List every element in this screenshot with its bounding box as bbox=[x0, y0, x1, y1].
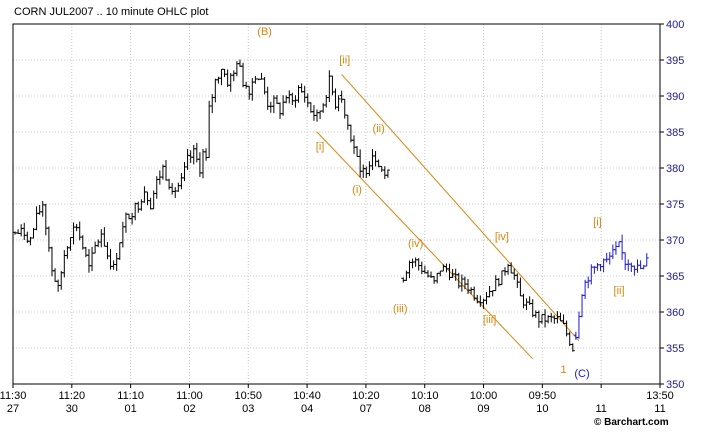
x-tick-date-label: 02 bbox=[183, 403, 195, 415]
wave-label: [i] bbox=[316, 141, 325, 153]
x-tick-time-label: 11:30 bbox=[0, 390, 26, 402]
wave-labels: (B) [ii] [i] (ii) (i) (iv) [iv] (iii) [iii] 1 (C) [… bbox=[257, 26, 624, 380]
x-tick-time-label: 11:00 bbox=[176, 390, 203, 402]
trend-line-upper bbox=[341, 74, 580, 342]
y-tick-label: 380 bbox=[666, 163, 684, 175]
x-tick-time-label: 10:10 bbox=[411, 390, 439, 402]
ohlc-bar bbox=[644, 253, 649, 267]
x-tick-time-label: 11:20 bbox=[58, 390, 85, 402]
x-tick-date-label: 09 bbox=[477, 403, 489, 415]
price-series-1 bbox=[339, 90, 390, 180]
trend-line-lower bbox=[316, 131, 534, 360]
y-tick-label: 350 bbox=[666, 379, 684, 391]
ohlc-bar bbox=[385, 169, 390, 178]
x-tick-time-label: 10:00 bbox=[470, 390, 498, 402]
wave-label: (i) bbox=[352, 184, 362, 196]
wave-label: [iv] bbox=[495, 231, 509, 243]
x-tick-date-label: 07 bbox=[360, 403, 372, 415]
wave-label: [iii] bbox=[483, 314, 496, 326]
ohlc-bar bbox=[570, 343, 575, 352]
y-tick-label: 370 bbox=[666, 235, 684, 247]
x-tick-date-label: 30 bbox=[66, 403, 78, 415]
x-tick-time-label: 10:20 bbox=[352, 390, 380, 402]
wave-label: [i] bbox=[593, 217, 602, 229]
wave-label: 1 bbox=[560, 364, 566, 376]
y-axis: 350 355 360 365 370 375 380 385 390 395 400 bbox=[660, 19, 684, 391]
x-tick-date-label: 08 bbox=[419, 403, 431, 415]
wave-label: (B) bbox=[257, 26, 272, 38]
x-tick-date-label: 27 bbox=[7, 403, 19, 415]
x-tick-date-label: 11 bbox=[595, 403, 606, 415]
trend-lines bbox=[316, 74, 580, 360]
chart-title: CORN JUL2007 .. 10 minute OHLC plot bbox=[14, 6, 208, 18]
ohlc-bar bbox=[336, 95, 341, 112]
wave-label: [ii] bbox=[339, 55, 350, 67]
x-tick-time-label: 10:40 bbox=[293, 390, 321, 402]
y-tick-label: 355 bbox=[666, 343, 684, 355]
wave-label: (C) bbox=[574, 368, 589, 380]
wave-label: [ii] bbox=[614, 285, 625, 297]
y-tick-label: 385 bbox=[666, 127, 684, 139]
x-tick-date-label: 03 bbox=[242, 403, 254, 415]
price-series-3 bbox=[573, 234, 649, 340]
y-tick-label: 395 bbox=[666, 55, 684, 67]
barchart-credit: © Barchart.com bbox=[594, 417, 669, 428]
x-tick-time-label: 09:50 bbox=[529, 390, 557, 402]
wave-label: (iv) bbox=[408, 238, 423, 250]
y-tick-label: 365 bbox=[666, 271, 684, 283]
y-tick-label: 360 bbox=[666, 307, 684, 319]
x-tick-time-label: 11:10 bbox=[117, 390, 144, 402]
price-bars bbox=[13, 59, 649, 352]
y-tick-label: 390 bbox=[666, 91, 684, 103]
x-tick-date-label: 04 bbox=[301, 403, 313, 415]
y-tick-label: 400 bbox=[666, 19, 684, 31]
x-tick-date-label: 11 bbox=[654, 403, 665, 415]
price-series-2 bbox=[401, 257, 575, 352]
wave-label: (ii) bbox=[373, 123, 385, 135]
x-tick-date-label: 10 bbox=[536, 403, 548, 415]
y-tick-label: 375 bbox=[666, 199, 684, 211]
wave-label: (iii) bbox=[393, 303, 408, 315]
x-tick-time-label: 13:50 bbox=[646, 390, 674, 402]
x-tick-date-label: 01 bbox=[125, 403, 137, 415]
x-tick-time-label: 10:50 bbox=[235, 390, 263, 402]
price-series-0 bbox=[13, 59, 341, 292]
